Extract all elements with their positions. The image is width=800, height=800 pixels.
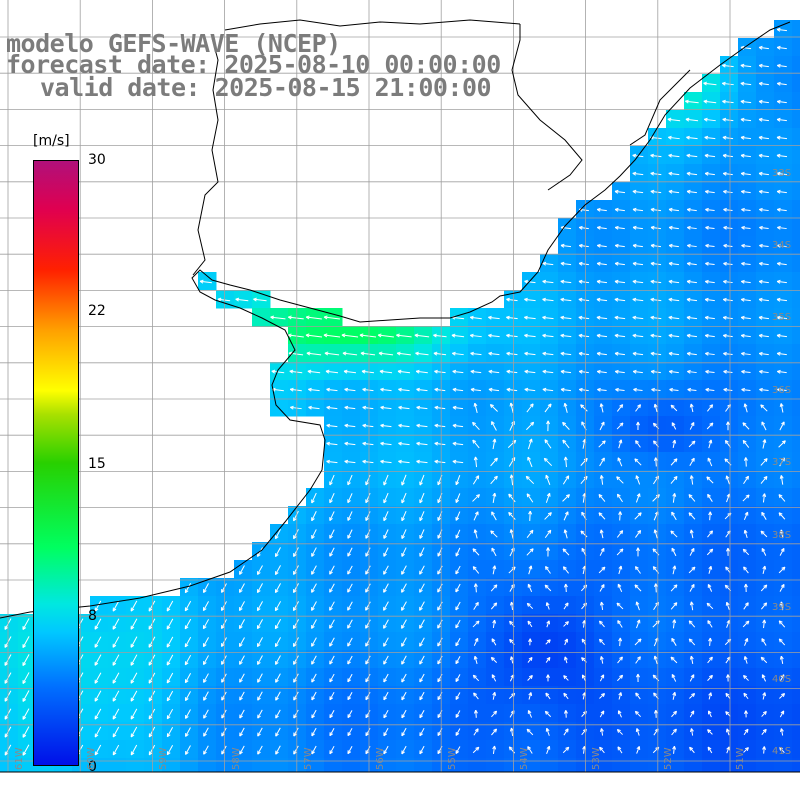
lon-label-56w: 56W xyxy=(375,747,386,770)
colorbar-tick-15: 15 xyxy=(88,456,106,472)
coastline xyxy=(0,19,800,773)
colorbar-tick-0: 0 xyxy=(88,759,97,775)
lon-label-55w: 55W xyxy=(447,747,458,770)
lagoon-edge xyxy=(629,69,691,146)
lat-label-34s: 34S xyxy=(772,240,792,251)
lat-label-36s: 36S xyxy=(772,385,792,396)
lon-label-53w: 53W xyxy=(591,747,602,770)
valid-date: valid date: 2025-08-15 21:00:00 xyxy=(40,73,492,102)
lon-label-52w: 52W xyxy=(663,747,674,770)
lon-label-51w: 51W xyxy=(735,747,746,770)
colorbar-tick-30: 30 xyxy=(88,152,106,168)
wind-vector-arrows xyxy=(4,27,788,756)
model-title: modelo GEFS-WAVE (NCEP) xyxy=(6,29,341,58)
colorbar xyxy=(33,160,79,766)
lon-label-58w: 58W xyxy=(231,747,242,770)
brazil-uruguay-border xyxy=(511,24,583,191)
northern-border xyxy=(224,19,521,31)
lat-lon-grid xyxy=(0,0,800,772)
colorbar-unit: [m/s] xyxy=(33,133,70,149)
coast-line xyxy=(0,21,791,619)
lat-label-40s: 40S xyxy=(772,674,792,685)
colorbar-tick-22: 22 xyxy=(88,303,106,319)
lat-label-41s: 41S xyxy=(772,746,792,757)
lon-label-60w: 60W xyxy=(86,747,97,770)
lon-label-57w: 57W xyxy=(303,747,314,770)
lat-label-37s: 37S xyxy=(772,457,792,468)
lat-label-33s: 33S xyxy=(772,168,792,179)
lat-label-39s: 39S xyxy=(772,602,792,613)
lat-label-35s: 35S xyxy=(772,312,792,323)
forecast-date: forecast date: 2025-08-10 00:00:00 xyxy=(6,50,501,79)
wind-speed-field xyxy=(0,20,800,772)
colorbar-tick-8: 8 xyxy=(88,608,97,624)
lat-label-38s: 38S xyxy=(772,530,792,541)
lon-label-54w: 54W xyxy=(519,747,530,770)
lon-label-59w: 59W xyxy=(158,747,169,770)
uruguay-river xyxy=(192,37,219,276)
lon-label-61w: 61W xyxy=(14,747,25,770)
